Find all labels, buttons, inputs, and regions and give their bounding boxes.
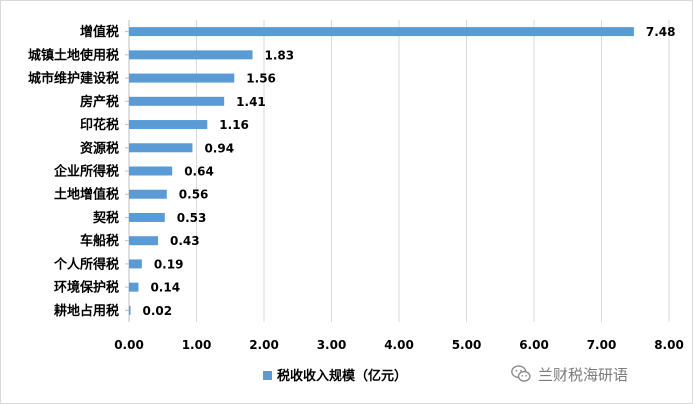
category-labels: 增值税城镇土地使用税城市维护建设税房产税印花税资源税企业所得税土地增值税契税车船… bbox=[28, 24, 119, 319]
category-label: 城市维护建设税 bbox=[28, 71, 119, 87]
x-tick-labels: 0.00 1.00 2.00 3.00 4.00 5.00 6.00 7.00 8.00 bbox=[114, 338, 684, 352]
value-label: 0.43 bbox=[170, 234, 200, 248]
category-label: 契税 bbox=[92, 210, 119, 226]
category-label: 房产税 bbox=[80, 94, 119, 110]
value-label: 1.83 bbox=[265, 48, 295, 62]
bar bbox=[129, 73, 235, 83]
value-label: 0.64 bbox=[184, 165, 214, 179]
value-label: 0.94 bbox=[204, 141, 234, 155]
x-tick-label: 8.00 bbox=[654, 338, 684, 352]
watermark-text: 兰财税海研语 bbox=[538, 365, 629, 384]
watermark: 兰财税海研语 bbox=[510, 362, 628, 386]
bar bbox=[129, 143, 193, 153]
legend: 税收收入规模（亿元） bbox=[263, 368, 407, 384]
x-tick-label: 5.00 bbox=[452, 338, 482, 352]
value-label: 1.16 bbox=[219, 118, 249, 132]
bar bbox=[129, 259, 142, 269]
value-label: 0.14 bbox=[150, 281, 180, 295]
x-tick-label: 1.00 bbox=[182, 338, 212, 352]
bars bbox=[129, 27, 634, 315]
bar bbox=[129, 50, 253, 60]
x-tick-label: 0.00 bbox=[114, 338, 144, 352]
category-label: 增值税 bbox=[80, 24, 119, 40]
category-label: 城镇土地使用税 bbox=[28, 47, 119, 63]
value-label: 1.56 bbox=[246, 72, 276, 86]
value-labels: 7.48 1.83 1.56 1.41 1.16 0.94 0.64 0.56 0.53 0.43… bbox=[143, 25, 676, 318]
value-label: 7.48 bbox=[646, 25, 676, 39]
category-label: 资源税 bbox=[80, 140, 119, 156]
wechat-icon bbox=[511, 365, 531, 382]
category-label: 车船税 bbox=[80, 233, 119, 249]
x-tick-label: 3.00 bbox=[317, 338, 347, 352]
legend-swatch bbox=[263, 371, 272, 380]
value-label: 0.56 bbox=[179, 188, 209, 202]
x-tick-label: 6.00 bbox=[519, 338, 549, 352]
bar bbox=[129, 212, 165, 222]
bar bbox=[129, 189, 167, 199]
category-label: 环境保护税 bbox=[54, 280, 119, 296]
bar bbox=[129, 96, 225, 106]
value-label: 0.02 bbox=[143, 304, 173, 318]
bar bbox=[129, 236, 159, 246]
value-label: 0.53 bbox=[177, 211, 207, 225]
value-label: 0.19 bbox=[154, 257, 184, 271]
category-label: 个人所得税 bbox=[53, 256, 119, 272]
x-tick-label: 2.00 bbox=[249, 338, 279, 352]
category-label: 土地增值税 bbox=[54, 187, 119, 203]
x-tick-label: 7.00 bbox=[587, 338, 617, 352]
bar bbox=[129, 120, 208, 130]
bar bbox=[129, 166, 173, 176]
x-tick-label: 4.00 bbox=[384, 338, 414, 352]
category-label: 企业所得税 bbox=[53, 164, 119, 180]
bar bbox=[129, 282, 139, 292]
bar bbox=[129, 305, 131, 315]
legend-label: 税收收入规模（亿元） bbox=[277, 368, 407, 384]
category-label: 印花税 bbox=[80, 117, 119, 133]
bar bbox=[129, 27, 634, 37]
category-label: 耕地占用税 bbox=[54, 303, 119, 319]
value-label: 1.41 bbox=[236, 95, 266, 109]
